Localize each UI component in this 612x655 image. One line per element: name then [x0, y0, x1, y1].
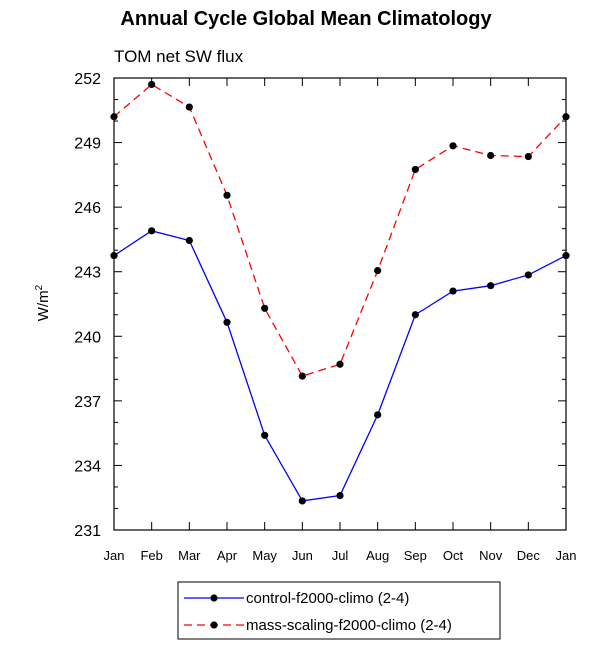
y-tick-label: 246	[74, 200, 101, 217]
x-tick-label: Jun	[292, 548, 313, 563]
data-point	[411, 311, 419, 319]
legend-box	[177, 581, 501, 640]
y-tick-label: 249	[74, 136, 101, 153]
x-tick-label: Sep	[404, 548, 427, 563]
data-point	[185, 103, 193, 111]
data-point	[449, 142, 457, 150]
x-tick-label: Oct	[443, 548, 464, 563]
legend-marker-2	[210, 621, 218, 629]
data-point	[298, 497, 306, 505]
data-point	[374, 267, 382, 275]
x-tick-label: Mar	[178, 548, 201, 563]
x-tick-label: Apr	[217, 548, 238, 563]
series-line-2	[113, 83, 567, 377]
plot-series	[110, 80, 570, 505]
data-point	[449, 287, 457, 295]
x-tick-label: Jan	[556, 548, 577, 563]
y-axis-label: W/m2	[34, 284, 52, 321]
legend-marker-1	[210, 594, 218, 602]
data-point	[148, 80, 156, 89]
x-tick-label: Aug	[366, 548, 389, 563]
y-tick-label: 240	[74, 329, 101, 346]
x-tick-label: May	[252, 548, 277, 563]
data-point	[110, 251, 118, 260]
y-tick-label: 231	[74, 523, 101, 540]
x-tick-label: Nov	[479, 548, 503, 563]
y-tick-label: 237	[74, 394, 101, 411]
data-point	[487, 282, 495, 290]
chart-title: Annual Cycle Global Mean Climatology	[120, 8, 492, 30]
data-point	[223, 191, 231, 199]
data-point	[110, 113, 118, 121]
plot-frame	[113, 77, 567, 531]
data-point	[411, 165, 419, 174]
data-point	[298, 372, 306, 380]
data-point	[524, 271, 532, 279]
data-point	[562, 113, 570, 121]
data-point	[487, 151, 495, 160]
plot-axes: 231 234 237 240 243 246 249 252 Jan Feb Mar Apr May J…	[74, 71, 576, 563]
x-tick-label: Feb	[140, 548, 162, 563]
x-tick-label: Dec	[517, 548, 541, 563]
data-point	[223, 318, 231, 326]
legend: control-f2000-climo (2-4) mass-scaling-f2…	[177, 581, 501, 640]
y-tick-label: 243	[74, 265, 101, 282]
chart-subtitle: TOM net SW flux	[114, 47, 244, 66]
data-point	[562, 251, 570, 260]
legend-label-1: control-f2000-climo (2-4)	[246, 590, 409, 607]
data-point	[374, 411, 382, 419]
data-point	[148, 227, 156, 235]
x-tick-label: Jul	[332, 548, 349, 563]
y-tick-label: 234	[74, 458, 101, 475]
data-point	[185, 236, 193, 245]
data-point	[524, 152, 532, 161]
data-point	[261, 304, 269, 312]
data-point	[336, 491, 344, 500]
legend-label-2: mass-scaling-f2000-climo (2-4)	[246, 617, 452, 634]
data-point	[261, 431, 269, 439]
data-point	[336, 360, 344, 368]
y-tick-label: 252	[74, 71, 101, 88]
x-tick-label: Jan	[104, 548, 125, 563]
